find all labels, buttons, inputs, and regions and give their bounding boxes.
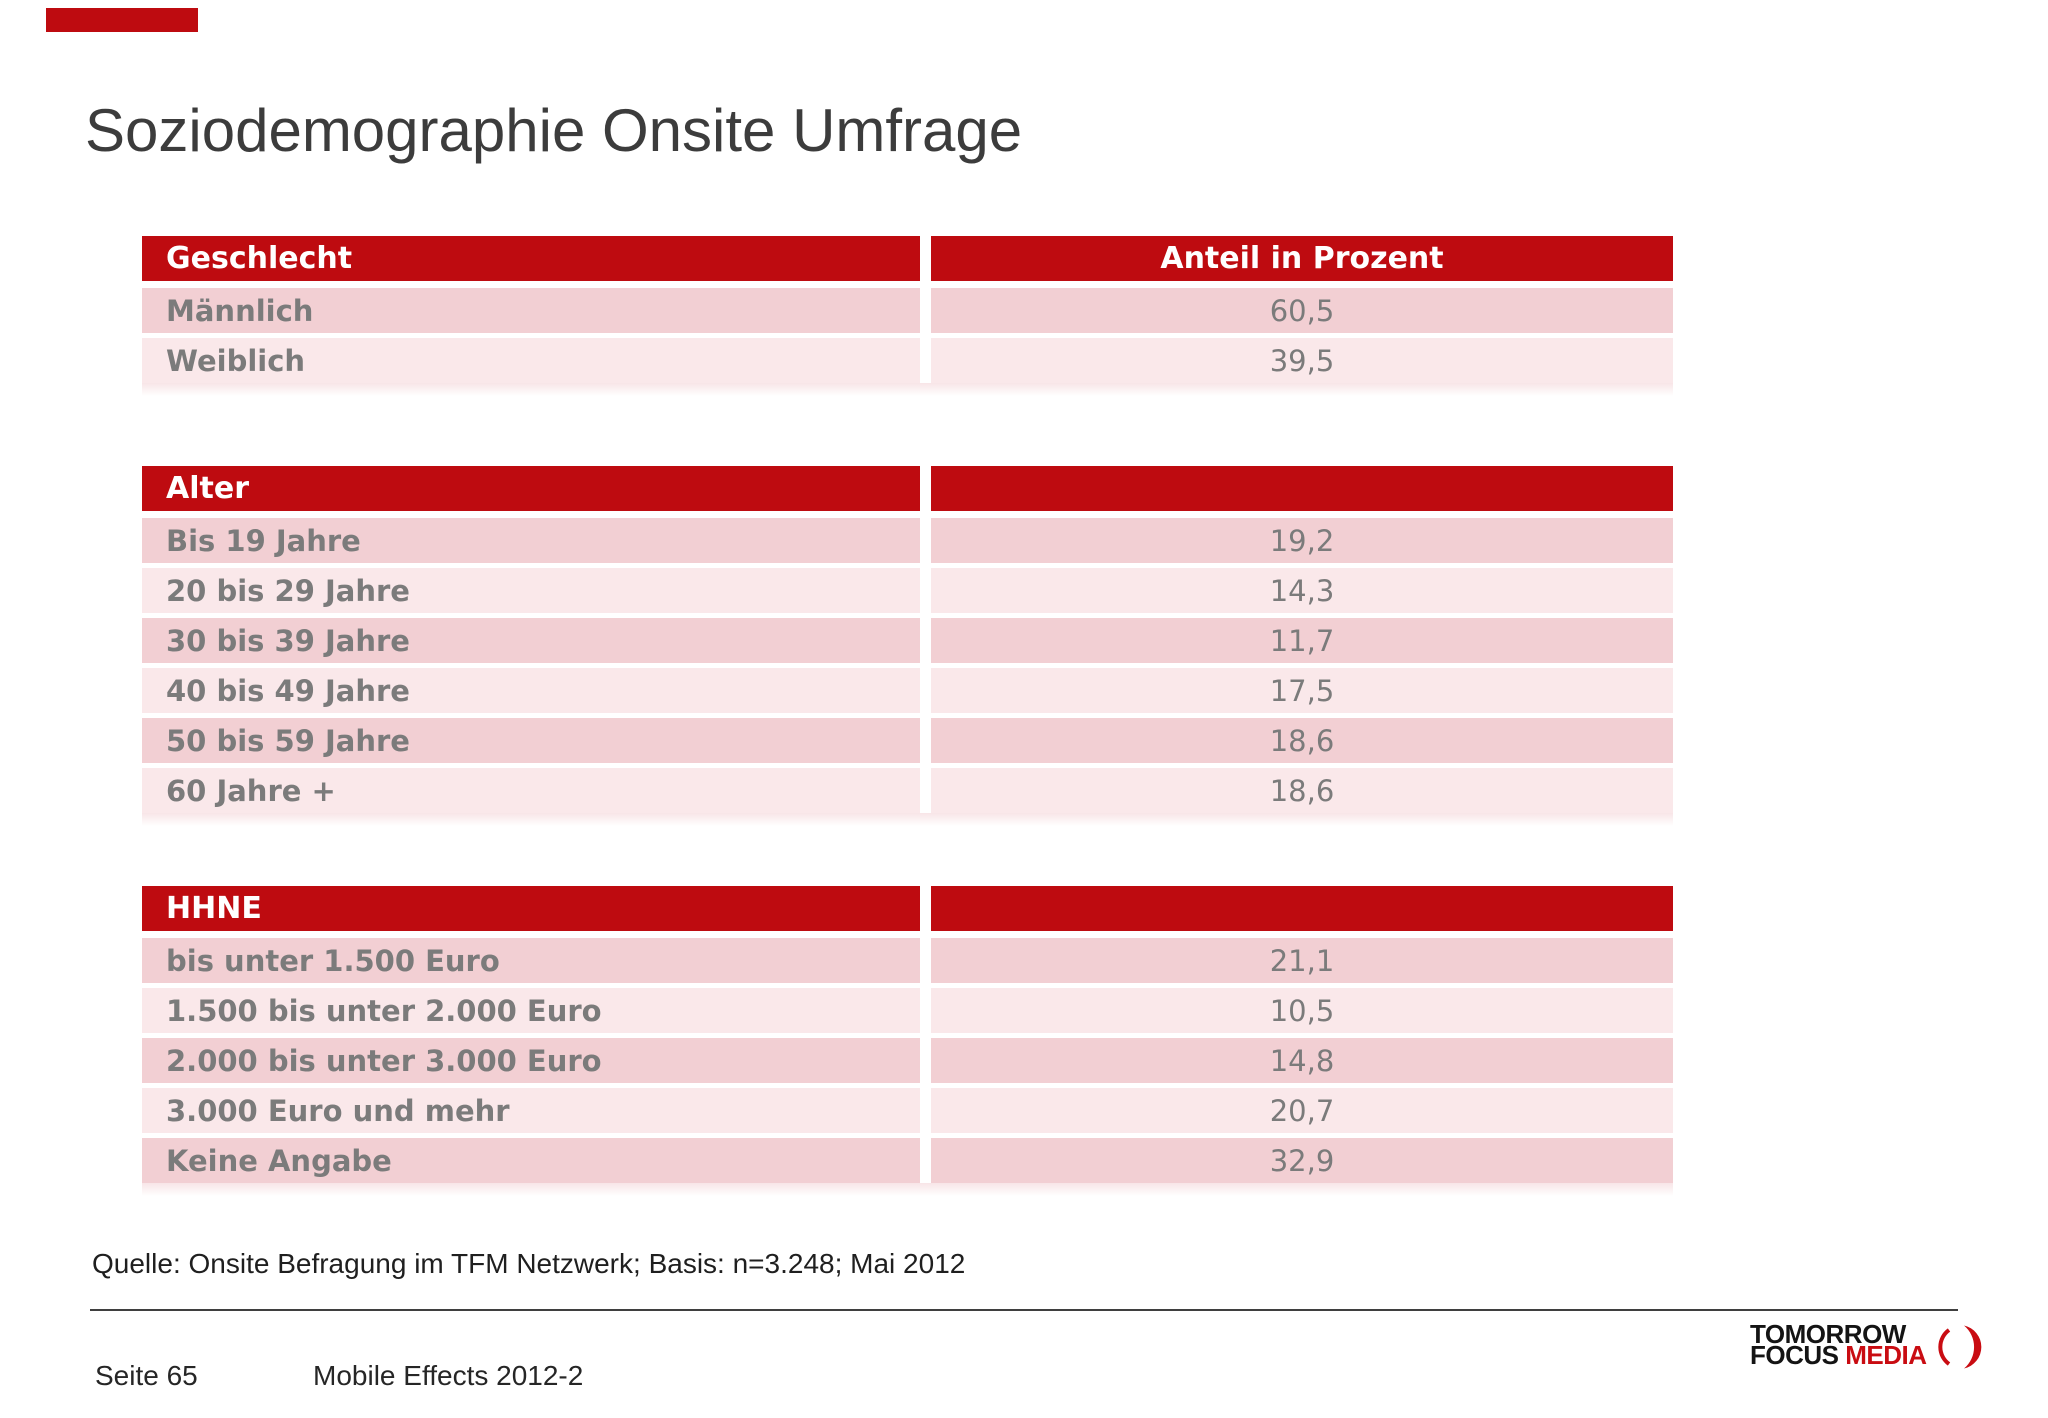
table-reflection	[142, 383, 1673, 396]
table-hhne: HHNE bis unter 1.500 Euro 21,1 1.500 bis…	[142, 886, 1673, 1196]
row-label: Bis 19 Jahre	[142, 518, 920, 563]
column-divider	[920, 886, 931, 931]
page-number: Seite 65	[95, 1360, 198, 1391]
table-row: Bis 19 Jahre 19,2	[142, 518, 1673, 563]
table-row: 20 bis 29 Jahre 14,3	[142, 568, 1673, 613]
table-row: Weiblich 39,5	[142, 338, 1673, 383]
table-row: bis unter 1.500 Euro 21,1	[142, 938, 1673, 983]
eclipse-logo-icon	[1937, 1325, 1981, 1369]
column-divider	[920, 518, 931, 563]
table-row: Männlich 60,5	[142, 288, 1673, 333]
table-row: 2.000 bis unter 3.000 Euro 14,8	[142, 1038, 1673, 1083]
logo-text: TOMORROW FOCUS MEDIA	[1750, 1319, 1927, 1370]
table-reflection	[142, 813, 1673, 826]
table-reflection	[142, 1183, 1673, 1196]
column-divider	[920, 938, 931, 983]
table-header-row: Geschlecht Anteil in Prozent	[142, 236, 1673, 281]
table-alter: Alter Bis 19 Jahre 19,2 20 bis 29 Jahre …	[142, 466, 1673, 826]
table-row: 1.500 bis unter 2.000 Euro 10,5	[142, 988, 1673, 1033]
row-label: 50 bis 59 Jahre	[142, 718, 920, 763]
row-value: 11,7	[931, 618, 1673, 663]
tomorrow-focus-media-logo: TOMORROW FOCUS MEDIA	[1750, 1319, 1983, 1372]
row-label: Weiblich	[142, 338, 920, 383]
logo-line1: TOMORROW	[1750, 1319, 1906, 1349]
row-label: Männlich	[142, 288, 920, 333]
row-label: 30 bis 39 Jahre	[142, 618, 920, 663]
column-divider	[920, 466, 931, 511]
table-row: 50 bis 59 Jahre 18,6	[142, 718, 1673, 763]
table-header-label: Alter	[142, 466, 920, 511]
row-label: Keine Angabe	[142, 1138, 920, 1183]
column-divider	[920, 1088, 931, 1133]
row-value: 20,7	[931, 1088, 1673, 1133]
column-divider	[920, 338, 931, 383]
source-note: Quelle: Onsite Befragung im TFM Netzwerk…	[92, 1248, 966, 1279]
column-divider	[920, 288, 931, 333]
row-value: 10,5	[931, 988, 1673, 1033]
table-row: Keine Angabe 32,9	[142, 1138, 1673, 1183]
table-row: 3.000 Euro und mehr 20,7	[142, 1088, 1673, 1133]
row-value: 18,6	[931, 768, 1673, 813]
row-label: bis unter 1.500 Euro	[142, 938, 920, 983]
row-label: 2.000 bis unter 3.000 Euro	[142, 1038, 920, 1083]
accent-bar	[46, 8, 198, 32]
row-value: 14,3	[931, 568, 1673, 613]
row-value: 21,1	[931, 938, 1673, 983]
table-header-value: Anteil in Prozent	[931, 236, 1673, 281]
column-divider	[920, 568, 931, 613]
row-value: 19,2	[931, 518, 1673, 563]
column-divider	[920, 668, 931, 713]
column-divider	[920, 1038, 931, 1083]
table-header-row: Alter	[142, 466, 1673, 511]
logo-line2: FOCUS MEDIA	[1750, 1340, 1927, 1370]
row-value: 18,6	[931, 718, 1673, 763]
table-row: 40 bis 49 Jahre 17,5	[142, 668, 1673, 713]
column-divider	[920, 1138, 931, 1183]
column-divider	[920, 988, 931, 1033]
table-header-value	[931, 466, 1673, 511]
table-header-label: HHNE	[142, 886, 920, 931]
row-value: 32,9	[931, 1138, 1673, 1183]
row-label: 60 Jahre +	[142, 768, 920, 813]
row-value: 60,5	[931, 288, 1673, 333]
column-divider	[920, 236, 931, 281]
row-value: 17,5	[931, 668, 1673, 713]
row-label: 40 bis 49 Jahre	[142, 668, 920, 713]
column-divider	[920, 768, 931, 813]
row-label: 3.000 Euro und mehr	[142, 1088, 920, 1133]
table-geschlecht: Geschlecht Anteil in Prozent Männlich 60…	[142, 236, 1673, 396]
table-header-value	[931, 886, 1673, 931]
table-row: 30 bis 39 Jahre 11,7	[142, 618, 1673, 663]
column-divider	[920, 718, 931, 763]
table-row: 60 Jahre + 18,6	[142, 768, 1673, 813]
row-value: 14,8	[931, 1038, 1673, 1083]
table-header-label: Geschlecht	[142, 236, 920, 281]
report-title: Mobile Effects 2012-2	[313, 1360, 584, 1391]
column-divider	[920, 618, 931, 663]
row-value: 39,5	[931, 338, 1673, 383]
page-title: Soziodemographie Onsite Umfrage	[85, 97, 1023, 164]
footer-divider	[90, 1309, 1958, 1311]
row-label: 20 bis 29 Jahre	[142, 568, 920, 613]
row-label: 1.500 bis unter 2.000 Euro	[142, 988, 920, 1033]
table-header-row: HHNE	[142, 886, 1673, 931]
